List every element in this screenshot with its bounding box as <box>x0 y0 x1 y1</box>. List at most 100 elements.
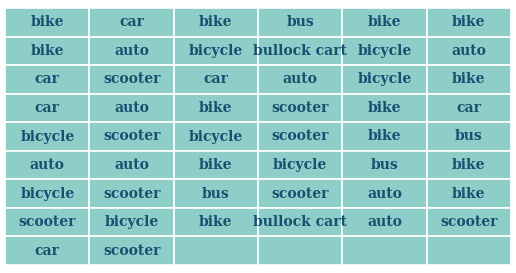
Bar <box>427 208 511 236</box>
Bar <box>89 151 174 179</box>
Text: bike: bike <box>368 129 401 144</box>
Bar <box>258 236 342 265</box>
Bar <box>89 179 174 208</box>
Bar <box>258 94 342 122</box>
Text: bullock cart: bullock cart <box>253 44 347 58</box>
Text: scooter: scooter <box>271 186 329 201</box>
Text: bike: bike <box>452 186 486 201</box>
Bar <box>427 37 511 65</box>
Text: bike: bike <box>30 44 64 58</box>
Text: bicycle: bicycle <box>20 129 74 144</box>
Text: scooter: scooter <box>103 244 160 257</box>
Bar <box>174 122 258 151</box>
Text: bike: bike <box>452 72 486 87</box>
Text: bicycle: bicycle <box>20 186 74 201</box>
Bar <box>342 8 427 37</box>
Text: bicycle: bicycle <box>357 44 412 58</box>
Text: auto: auto <box>114 158 149 172</box>
Text: car: car <box>35 101 60 115</box>
Bar <box>427 94 511 122</box>
Bar <box>258 151 342 179</box>
Bar <box>89 65 174 94</box>
Text: bullock cart: bullock cart <box>253 215 347 229</box>
Text: scooter: scooter <box>440 215 497 229</box>
Text: bus: bus <box>286 16 314 29</box>
Text: bicycle: bicycle <box>357 72 412 87</box>
Bar <box>174 8 258 37</box>
Bar <box>174 208 258 236</box>
Bar <box>342 94 427 122</box>
Text: bicycle: bicycle <box>104 215 159 229</box>
Text: bike: bike <box>199 215 233 229</box>
Text: bus: bus <box>370 158 398 172</box>
Bar <box>342 65 427 94</box>
Text: bus: bus <box>455 129 482 144</box>
Bar <box>258 8 342 37</box>
Bar <box>174 179 258 208</box>
Bar <box>174 94 258 122</box>
Text: car: car <box>203 72 228 87</box>
Text: auto: auto <box>114 101 149 115</box>
Bar <box>427 179 511 208</box>
Text: auto: auto <box>283 72 317 87</box>
Text: bike: bike <box>199 16 233 29</box>
Bar <box>89 208 174 236</box>
Text: car: car <box>119 16 144 29</box>
Bar <box>174 37 258 65</box>
Text: auto: auto <box>30 158 64 172</box>
Text: auto: auto <box>367 215 402 229</box>
Text: bus: bus <box>202 186 230 201</box>
Bar <box>5 37 89 65</box>
Bar <box>258 179 342 208</box>
Bar <box>5 94 89 122</box>
Bar <box>427 151 511 179</box>
Text: bike: bike <box>199 101 233 115</box>
Text: auto: auto <box>114 44 149 58</box>
Text: auto: auto <box>367 186 402 201</box>
Bar <box>342 179 427 208</box>
Bar <box>258 37 342 65</box>
Text: bike: bike <box>368 101 401 115</box>
Text: scooter: scooter <box>271 129 329 144</box>
Text: bike: bike <box>368 16 401 29</box>
Bar <box>342 208 427 236</box>
Bar <box>5 151 89 179</box>
Bar <box>342 151 427 179</box>
Bar <box>342 37 427 65</box>
Bar <box>427 65 511 94</box>
Bar <box>258 65 342 94</box>
Text: scooter: scooter <box>103 129 160 144</box>
Bar <box>89 122 174 151</box>
Text: scooter: scooter <box>271 101 329 115</box>
Bar <box>5 236 89 265</box>
Text: bike: bike <box>199 158 233 172</box>
Text: bicycle: bicycle <box>189 44 243 58</box>
Bar <box>5 122 89 151</box>
Text: car: car <box>35 72 60 87</box>
Text: bicycle: bicycle <box>189 129 243 144</box>
Bar <box>89 37 174 65</box>
Text: scooter: scooter <box>103 186 160 201</box>
Bar <box>89 8 174 37</box>
Text: bike: bike <box>452 158 486 172</box>
Bar <box>258 122 342 151</box>
Bar <box>5 179 89 208</box>
Bar <box>342 236 427 265</box>
Bar <box>258 208 342 236</box>
Text: bike: bike <box>452 16 486 29</box>
Bar <box>174 236 258 265</box>
Bar <box>5 208 89 236</box>
Bar <box>89 236 174 265</box>
Text: scooter: scooter <box>19 215 76 229</box>
Bar <box>427 236 511 265</box>
Text: car: car <box>456 101 481 115</box>
Bar <box>5 8 89 37</box>
Text: bicycle: bicycle <box>273 158 327 172</box>
Bar <box>89 94 174 122</box>
Bar <box>427 122 511 151</box>
Text: auto: auto <box>452 44 486 58</box>
Bar <box>342 122 427 151</box>
Bar <box>427 8 511 37</box>
Text: bike: bike <box>30 16 64 29</box>
Text: car: car <box>35 244 60 257</box>
